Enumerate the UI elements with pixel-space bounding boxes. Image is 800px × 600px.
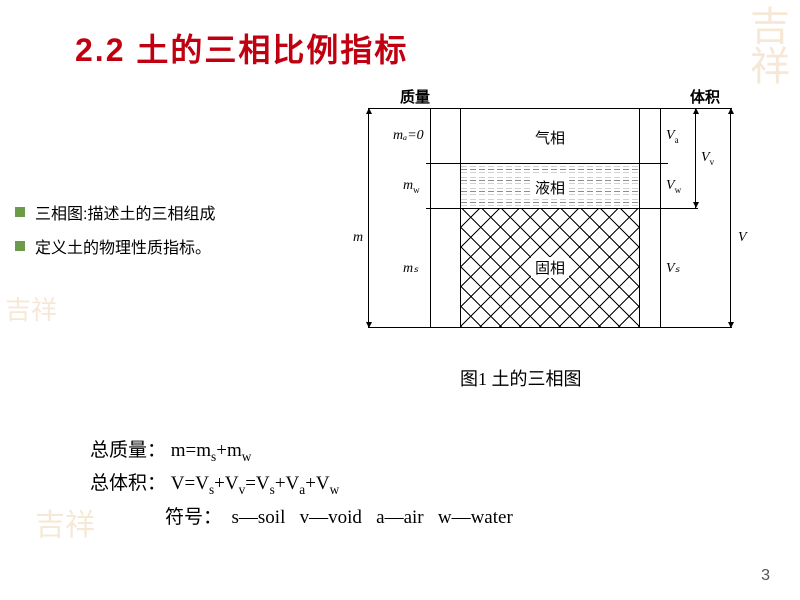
label-V: V [737, 230, 748, 246]
page-number: 3 [761, 567, 770, 585]
label-m: m [352, 230, 364, 246]
dim-v-inner [660, 108, 661, 328]
phase-stack: 气相 液相 固相 [460, 108, 640, 328]
sym-expr: s—soil v—void a—air w—water [227, 507, 513, 528]
label-Vs: Vₛ [665, 260, 681, 277]
bullet-marker [15, 207, 25, 217]
bullet-marker [15, 241, 25, 251]
ext [368, 108, 460, 109]
dim-m [368, 108, 369, 328]
ext [640, 108, 732, 109]
solid-label: 固相 [531, 257, 569, 278]
dim-ma-mw-ms [430, 108, 431, 328]
sym-label: 符号： [165, 507, 222, 528]
heading-volume: 体积 [690, 86, 720, 107]
label-Vw: Vw [665, 178, 682, 195]
bullet-text: 三相图:描述土的三相组成 [35, 200, 215, 224]
formula-symbols: 符号： s—soil v—void a—air w—water [90, 502, 513, 534]
ext [426, 163, 460, 164]
diagram-caption: 图1 土的三相图 [460, 365, 582, 391]
air-label: 气相 [531, 127, 569, 148]
label-mw: mw [402, 178, 421, 195]
dim-V [730, 108, 731, 328]
watermark-bl: 吉祥 [35, 500, 95, 544]
solid-phase: 固相 [461, 209, 639, 327]
label-ma: mₐ=0 [392, 128, 425, 144]
ext [426, 208, 460, 209]
formula-block: 总质量： m=ms+mw 总体积： V=Vs+Vv=Vs+Va+Vw 符号： s… [90, 435, 513, 534]
formula-volume: 总体积： V=Vs+Vv=Vs+Va+Vw [90, 468, 513, 501]
ext [368, 327, 460, 328]
slide-title: 2.2 土的三相比例指标 [75, 25, 408, 71]
mass-label: 总质量： [90, 440, 166, 461]
formula-mass: 总质量： m=ms+mw [90, 435, 513, 468]
ext [640, 208, 698, 209]
watermark-tr: 吉祥 [737, 5, 795, 85]
bullet-item-2: 定义土的物理性质指标。 [15, 234, 215, 258]
label-ms: mₛ [402, 260, 419, 277]
vol-expr: V=Vs+Vv=Vs+Va+Vw [171, 473, 339, 494]
mass-expr: m=ms+mw [171, 440, 252, 461]
air-phase: 气相 [461, 109, 639, 164]
bullet-text: 定义土的物理性质指标。 [35, 234, 211, 258]
ext [640, 327, 732, 328]
label-Vv: Vv [700, 150, 715, 167]
bullet-list: 三相图:描述土的三相组成 定义土的物理性质指标。 [15, 200, 215, 268]
ext [640, 163, 668, 164]
three-phase-diagram: 质量 体积 气相 液相 固相 m mₐ=0 mw mₛ Va Vw Vₛ [340, 90, 760, 345]
liquid-phase: 液相 [461, 164, 639, 209]
bullet-item-1: 三相图:描述土的三相组成 [15, 200, 215, 224]
label-Va: Va [665, 128, 680, 145]
heading-mass: 质量 [400, 86, 430, 107]
watermark-ml: 吉祥 [5, 290, 57, 327]
dim-Vv [695, 108, 696, 208]
vol-label: 总体积： [90, 473, 166, 494]
liquid-label: 液相 [531, 177, 569, 198]
